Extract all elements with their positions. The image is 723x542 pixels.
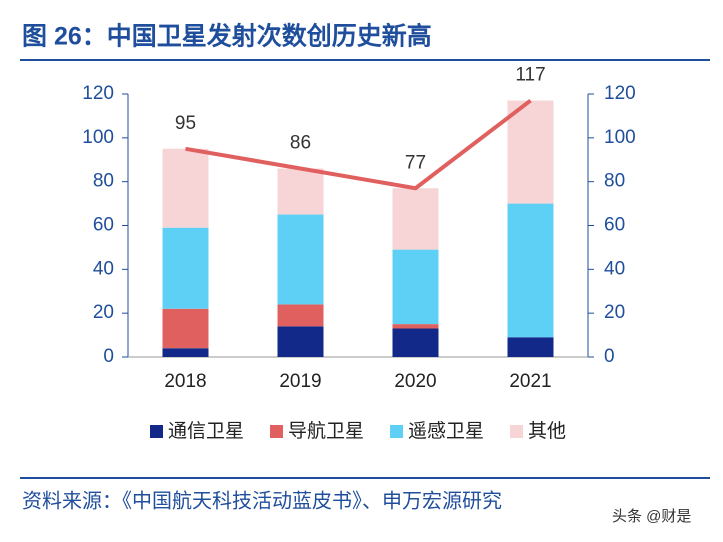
y-tick-label: 20 bbox=[93, 302, 114, 323]
bar-segment bbox=[507, 337, 554, 357]
data-label: 86 bbox=[290, 133, 311, 154]
bar-segment bbox=[162, 348, 209, 357]
x-tick-label: 2021 bbox=[509, 371, 551, 392]
bar-segment bbox=[392, 328, 439, 357]
data-label: 117 bbox=[515, 65, 545, 86]
y-tick-label: 120 bbox=[82, 83, 114, 104]
legend-swatch bbox=[510, 425, 524, 438]
bar-segment bbox=[392, 324, 439, 329]
bar-segment bbox=[392, 188, 439, 250]
x-tick-label: 2020 bbox=[394, 371, 436, 392]
bar-segment bbox=[277, 326, 324, 357]
legend-swatch bbox=[150, 425, 163, 438]
y2-tick-label: 100 bbox=[604, 127, 636, 148]
bar-segment bbox=[277, 214, 324, 305]
bar-segment bbox=[162, 148, 209, 228]
chart-title: 图 26：中国卫星发射次数创历史新高 bbox=[22, 22, 432, 51]
watermark: 头条 @财是 bbox=[612, 508, 691, 525]
bar-segment bbox=[162, 227, 209, 309]
y2-tick-label: 40 bbox=[604, 258, 625, 279]
y-tick-label: 40 bbox=[93, 258, 114, 279]
y-tick-label: 100 bbox=[82, 127, 114, 148]
data-label: 77 bbox=[405, 152, 426, 173]
legend-swatch bbox=[270, 425, 284, 438]
bar-segment bbox=[162, 308, 209, 349]
legend-label: 导航卫星 bbox=[288, 420, 364, 442]
y2-tick-label: 20 bbox=[604, 302, 625, 323]
y2-tick-label: 60 bbox=[604, 215, 625, 236]
bar-segment bbox=[277, 304, 324, 327]
legend-label: 遥感卫星 bbox=[408, 420, 484, 442]
bar-segment bbox=[277, 168, 324, 215]
legend-swatch bbox=[390, 425, 404, 438]
y-tick-label: 60 bbox=[93, 215, 114, 236]
bar-segment bbox=[507, 100, 554, 204]
y2-tick-label: 120 bbox=[604, 83, 636, 104]
line bbox=[185, 98, 532, 191]
x-tick-label: 2019 bbox=[279, 371, 321, 392]
y2-tick-label: 80 bbox=[604, 171, 625, 192]
legend-label: 其他 bbox=[528, 420, 566, 442]
y-tick-label: 0 bbox=[103, 346, 114, 367]
y2-tick-label: 0 bbox=[604, 346, 615, 367]
bar-segment bbox=[392, 249, 439, 325]
x-tick-label: 2018 bbox=[164, 371, 206, 392]
source: 资料来源：《中国航天科技活动蓝皮书》、申万宏源研究 bbox=[22, 489, 502, 512]
bar-segment bbox=[507, 203, 554, 338]
y-tick-label: 80 bbox=[93, 171, 114, 192]
legend-label: 通信卫星 bbox=[168, 420, 244, 442]
data-label: 95 bbox=[175, 113, 196, 134]
